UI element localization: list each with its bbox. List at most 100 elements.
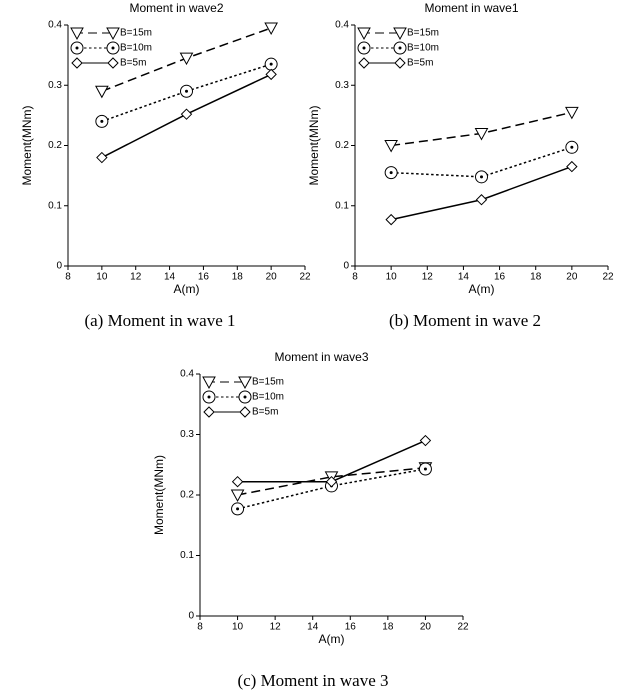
y-tick-label: 0 bbox=[188, 611, 194, 622]
legend-label: B=15m bbox=[407, 28, 439, 39]
data-point bbox=[418, 462, 432, 476]
legend-marker bbox=[106, 41, 120, 55]
chart: Moment in wave1 0 0.1 0.2 0.3 0.4 8 10 12 14 16 18 2… bbox=[307, 1, 614, 330]
data-point bbox=[95, 114, 109, 128]
data-point bbox=[566, 160, 578, 173]
marker-dot bbox=[207, 395, 211, 399]
legend-marker bbox=[238, 376, 252, 390]
marker-dot bbox=[389, 171, 393, 175]
caption: (c) Moment in wave 3 bbox=[237, 671, 388, 690]
marker-dot bbox=[570, 145, 574, 149]
data-point bbox=[231, 502, 245, 516]
marker-dot bbox=[269, 62, 273, 66]
legend-marker bbox=[71, 57, 83, 69]
marker-dot bbox=[398, 46, 402, 50]
x-tick-label: 20 bbox=[566, 272, 578, 283]
data-point bbox=[180, 108, 193, 120]
legend-marker bbox=[239, 406, 251, 418]
data-point bbox=[565, 140, 579, 154]
x-axis-label: A(m) bbox=[469, 282, 495, 296]
data-point bbox=[264, 57, 278, 71]
marker-dot bbox=[480, 175, 483, 179]
x-tick-label: 20 bbox=[420, 622, 432, 633]
x-tick-label: 12 bbox=[422, 272, 434, 283]
legend-label: B=10m bbox=[407, 43, 439, 54]
y-tick-label: 0.4 bbox=[48, 20, 62, 31]
chart: Moment in wave3 0 0.1 0.2 0.3 0.4 8 10 12 14 16 18 2… bbox=[152, 350, 469, 690]
caption: (a) Moment in wave 1 bbox=[84, 311, 235, 330]
legend-marker bbox=[203, 406, 215, 418]
legend-label: B=10m bbox=[252, 392, 284, 403]
y-axis-label: Moment(MNm) bbox=[307, 105, 321, 185]
x-tick-label: 12 bbox=[270, 622, 282, 633]
legend-label: B=15m bbox=[120, 28, 152, 39]
data-point bbox=[384, 140, 398, 153]
x-tick-label: 18 bbox=[530, 272, 542, 283]
y-tick-label: 0.4 bbox=[335, 20, 349, 31]
legend-marker bbox=[393, 27, 407, 41]
legend-label: B=5m bbox=[407, 58, 433, 69]
marker-dot bbox=[75, 46, 79, 50]
data-point bbox=[565, 106, 579, 120]
x-tick-label: 10 bbox=[386, 272, 398, 283]
marker-dot bbox=[100, 119, 104, 123]
legend-marker bbox=[70, 27, 84, 41]
y-tick-label: 0.3 bbox=[48, 80, 62, 91]
x-tick-label: 22 bbox=[602, 272, 614, 283]
data-point bbox=[96, 151, 108, 164]
data-point bbox=[385, 213, 397, 226]
chart-title: Moment in wave3 bbox=[274, 350, 368, 364]
y-tick-label: 0.2 bbox=[180, 490, 194, 501]
data-point bbox=[475, 194, 488, 206]
legend-marker bbox=[70, 41, 84, 55]
data-point bbox=[231, 475, 244, 488]
legend-marker bbox=[357, 27, 371, 41]
chart-title: Moment in wave1 bbox=[424, 1, 518, 15]
x-tick-label: 8 bbox=[197, 622, 203, 633]
x-tick-label: 10 bbox=[96, 272, 108, 283]
y-tick-label: 0 bbox=[343, 261, 349, 272]
x-tick-label: 18 bbox=[232, 272, 244, 283]
data-point bbox=[230, 489, 245, 503]
y-axis-label: Moment(MNm) bbox=[152, 455, 166, 535]
x-tick-label: 16 bbox=[198, 272, 210, 283]
legend-marker bbox=[202, 390, 216, 404]
legend-marker bbox=[202, 376, 216, 390]
data-point bbox=[474, 127, 489, 141]
legend-marker bbox=[106, 27, 120, 41]
data-point bbox=[180, 84, 193, 98]
legend-marker bbox=[238, 390, 252, 404]
data-point bbox=[419, 434, 432, 447]
x-tick-label: 10 bbox=[232, 622, 244, 633]
x-axis-label: A(m) bbox=[319, 632, 345, 646]
data-point bbox=[264, 22, 278, 36]
x-tick-label: 8 bbox=[352, 272, 358, 283]
legend-label: B=5m bbox=[120, 58, 146, 69]
x-tick-label: 14 bbox=[458, 272, 470, 283]
legend-marker bbox=[107, 57, 119, 69]
legend-marker bbox=[394, 57, 406, 69]
x-tick-label: 22 bbox=[299, 272, 311, 283]
x-tick-label: 20 bbox=[266, 272, 278, 283]
marker-dot bbox=[185, 89, 188, 93]
y-tick-label: 0.3 bbox=[180, 429, 194, 440]
x-tick-label: 18 bbox=[382, 622, 394, 633]
data-point bbox=[179, 52, 194, 66]
chart-title: Moment in wave2 bbox=[129, 1, 223, 15]
data-point bbox=[384, 166, 398, 180]
marker-dot bbox=[362, 46, 366, 50]
chart: Moment in wave2 0 0.1 0.2 0.3 0.4 8 10 12 14 16 18 2… bbox=[20, 1, 311, 330]
x-tick-label: 12 bbox=[130, 272, 142, 283]
y-tick-label: 0 bbox=[56, 261, 62, 272]
marker-dot bbox=[423, 467, 427, 471]
legend-marker bbox=[393, 41, 407, 55]
legend-label: B=15m bbox=[252, 377, 284, 388]
x-tick-label: 8 bbox=[65, 272, 71, 283]
y-axis-label: Moment(MNm) bbox=[20, 105, 34, 185]
y-tick-label: 0.2 bbox=[335, 140, 349, 151]
marker-dot bbox=[111, 46, 115, 50]
y-tick-label: 0.1 bbox=[180, 550, 194, 561]
data-point bbox=[265, 68, 277, 81]
data-point bbox=[325, 475, 338, 488]
